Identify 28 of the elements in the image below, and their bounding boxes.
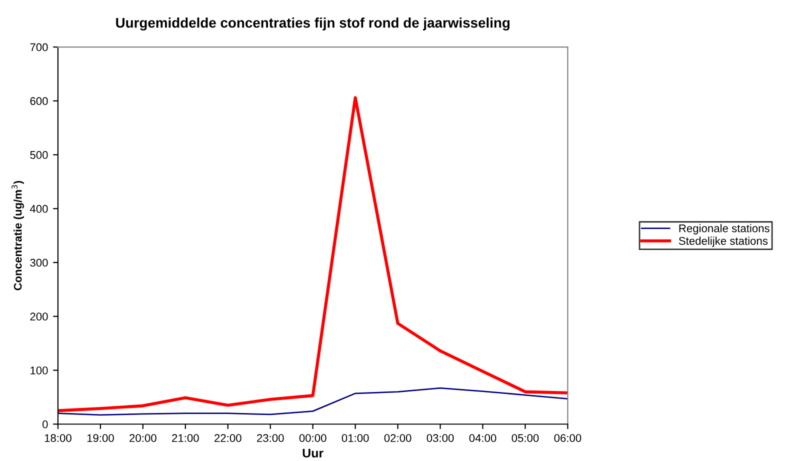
y-tick-label: 200 [30,312,48,321]
legend-label: Stedelijke stations [678,236,768,248]
x-tick-label: 23:00 [257,434,284,442]
x-tick-label: 00:00 [299,434,326,442]
line-series [58,96,568,412]
x-tick-label: 22:00 [214,434,242,442]
y-tick-label: 600 [30,97,48,106]
x-tick-label: 04:00 [469,434,496,442]
x-tick-label: 19:00 [87,434,114,442]
x-tick-label: 18:00 [44,434,72,442]
x-tick-label: 03:00 [426,434,454,442]
x-tick-label: 06:00 [554,434,582,442]
y-tick-label: 100 [30,366,48,374]
x-tick-label: 05:00 [512,434,539,442]
x-tick-label: 20:00 [130,434,156,442]
legend-label: Regionale stations [679,224,770,234]
line-series [58,387,568,416]
y-tick-label: 400 [30,204,48,213]
y-tick-label: 500 [30,151,48,159]
x-axis-title: Uur [302,448,324,458]
y-tick-label: 300 [30,258,48,267]
x-tick-label: 02:00 [384,434,412,442]
y-tick-label: 700 [30,43,48,52]
x-tick-label: 21:00 [172,434,199,442]
y-axis-title: Concentratie (ug/m$^{3}$) [12,180,24,290]
chart-title: Uurgemiddelde concentraties fijn stof rond de jaarwisseling [116,18,510,31]
x-tick-label: 01:00 [342,434,369,442]
y-tick-label: 0 [42,420,48,428]
